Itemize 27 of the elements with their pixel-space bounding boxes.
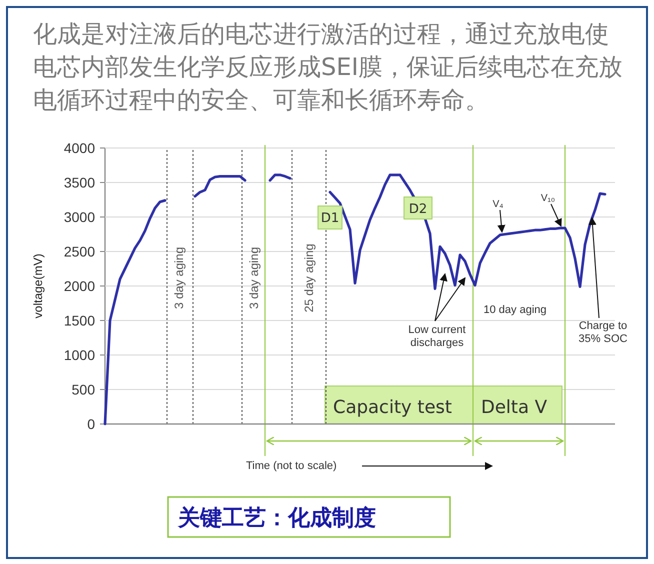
y-tick-label: 3000 xyxy=(64,209,96,225)
y-tick-label: 4000 xyxy=(64,140,96,156)
x-axis-title: Time (not to scale) xyxy=(246,460,337,472)
annotation: 3 day aging xyxy=(247,246,262,310)
y-tick-label: 1500 xyxy=(64,312,96,328)
chart-title: 化成是对注液后的电芯进行激活的过程，通过充放电使电芯内部发生化学反应形成SEI膜，保证后续电芯在充放电循环过程中的安全、可靠和长循环寿命。 xyxy=(33,19,624,116)
annotation: Delta V xyxy=(481,397,548,418)
annotation: Low current discharges xyxy=(408,324,466,349)
y-tick-label: 2500 xyxy=(64,244,96,260)
y-tick-label: 2000 xyxy=(64,278,96,294)
y-tick-label: 3500 xyxy=(64,174,96,190)
line-series xyxy=(194,174,246,198)
annotation: V₄ xyxy=(492,199,504,210)
text: 关键工艺：化成制度 xyxy=(177,505,376,531)
line-series xyxy=(104,199,166,426)
annotation: Charge to 35% SOC xyxy=(578,320,628,345)
annotation: D2 xyxy=(408,202,428,217)
y-tick-label: 1000 xyxy=(64,347,96,363)
annotation: D1 xyxy=(320,211,340,226)
annotation: Capacity test xyxy=(333,397,452,418)
y-tick-label: 0 xyxy=(87,416,96,432)
annotation: 10 day aging xyxy=(484,304,546,316)
annotation: 3 day aging xyxy=(172,246,186,310)
y-tick-label: 500 xyxy=(72,382,96,398)
annotation: V₁₀ xyxy=(540,193,556,204)
annotation: 25 day aging xyxy=(302,244,316,312)
y-axis-title: voltage(mV) xyxy=(31,254,45,318)
